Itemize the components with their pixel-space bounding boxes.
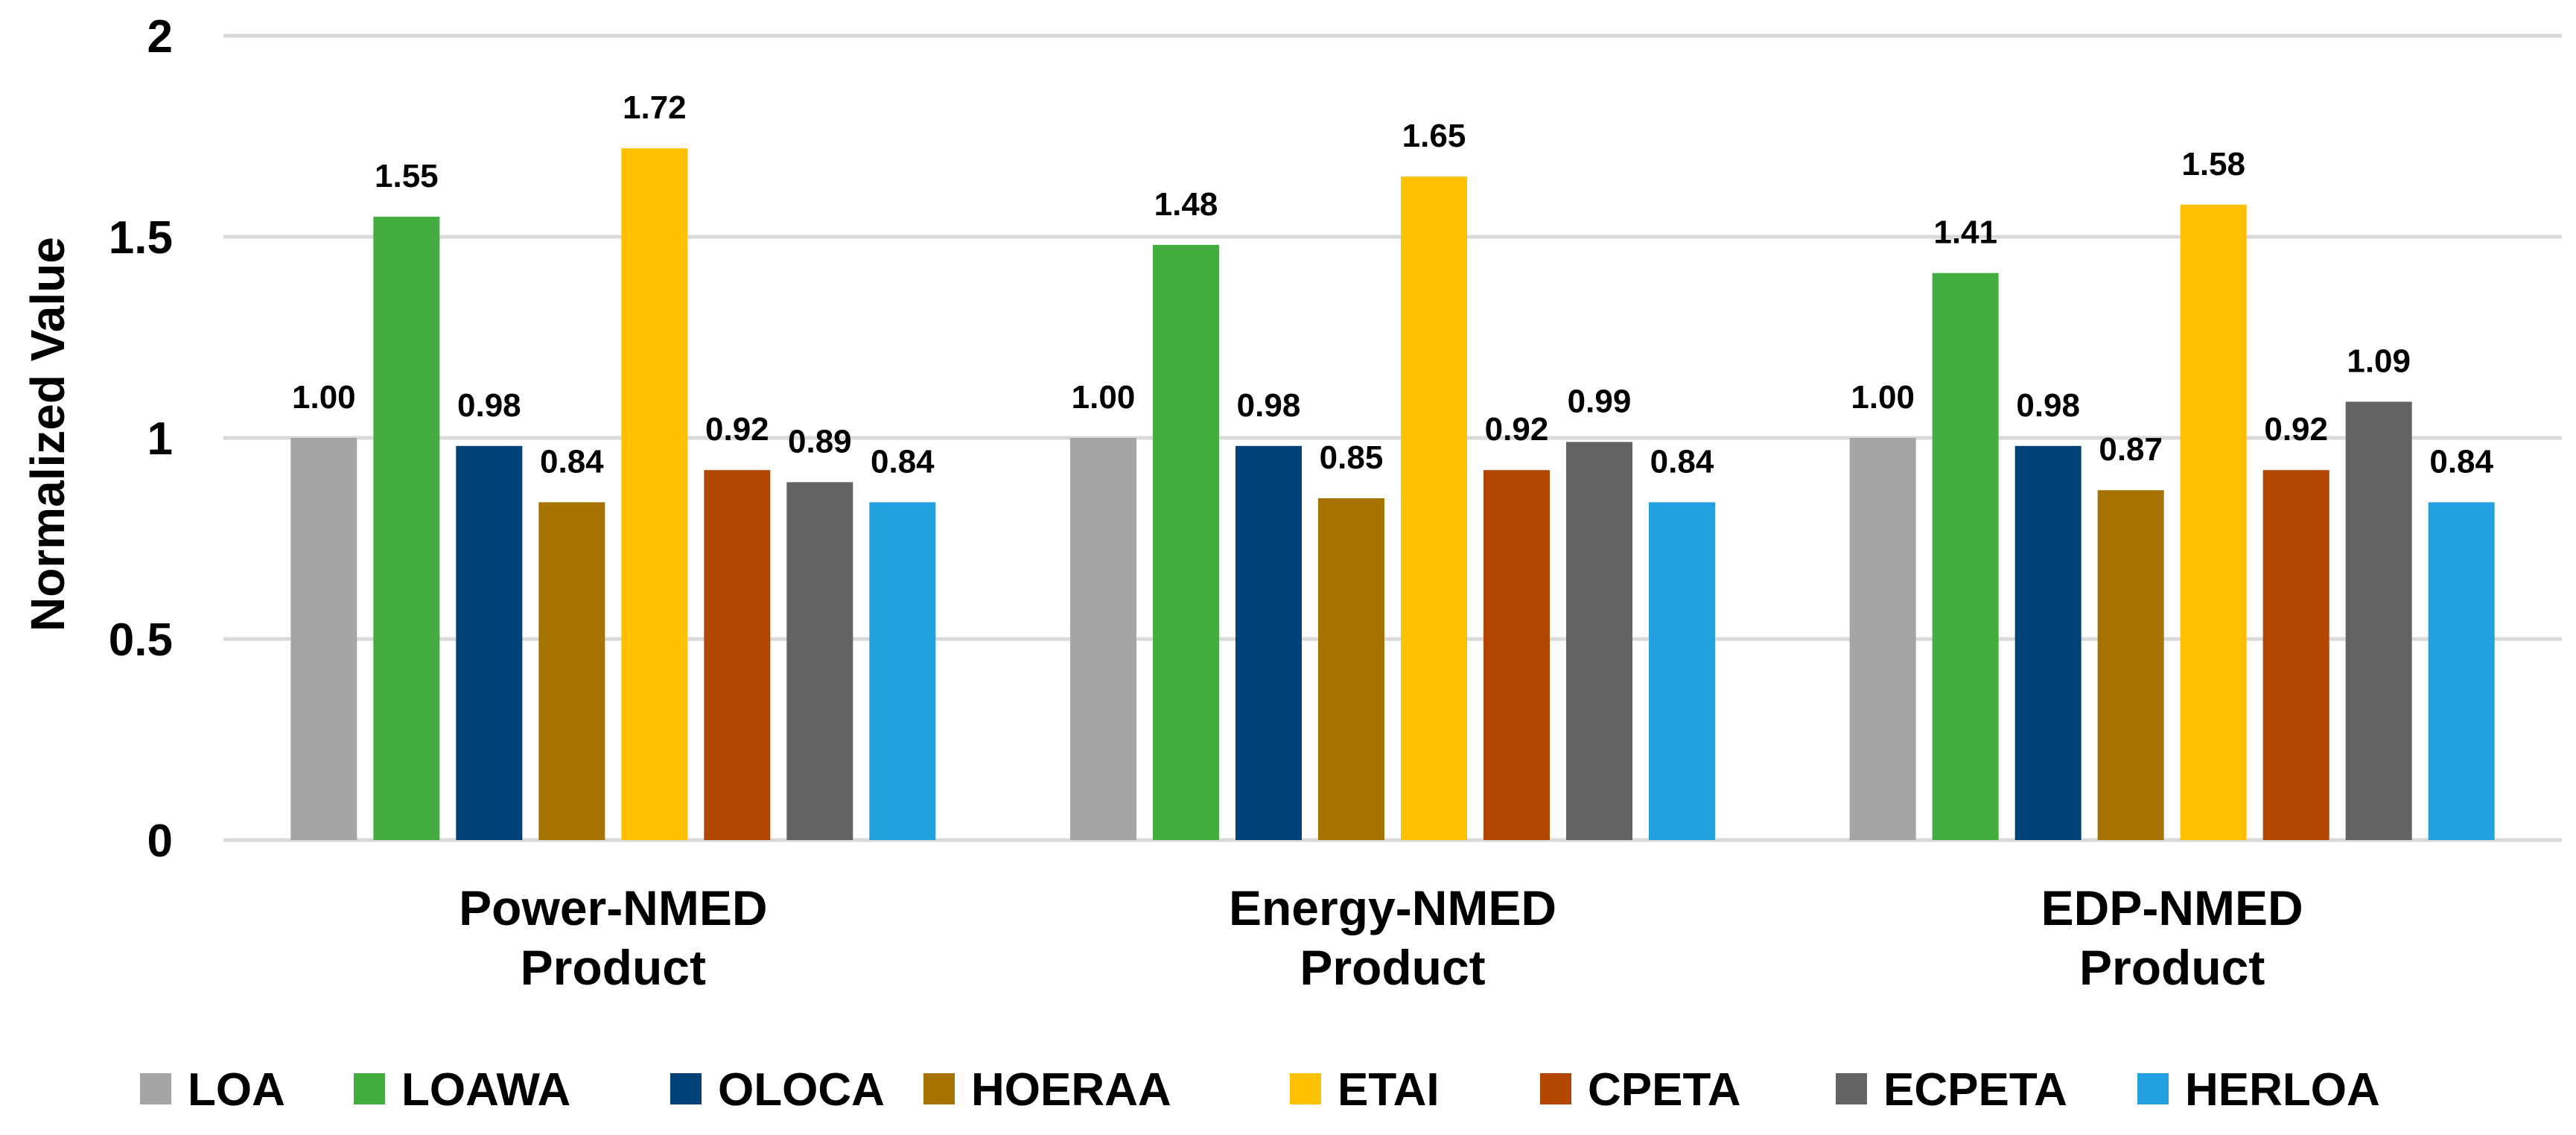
data-label: 1.55	[375, 158, 439, 194]
bar-etai	[621, 148, 688, 840]
bar-loa	[290, 438, 357, 840]
legend-label: OLOCA	[718, 1064, 885, 1116]
data-labels: 1.00 1.55 0.98 0.84 1.72 0.92 0.89 0.84 1.00 1.48…	[292, 89, 2493, 480]
data-label: 1.00	[292, 379, 356, 416]
x-axis-categories: Power-NMEDProductEnergy-NMEDProductEDP-N…	[459, 880, 2303, 995]
data-label: 0.89	[788, 423, 852, 460]
legend-swatch	[140, 1073, 171, 1104]
legend-item-loa: LOA	[140, 1064, 285, 1116]
data-label: 0.84	[2429, 443, 2493, 480]
data-label: 0.92	[2264, 411, 2328, 448]
y-tick-label: 0.5	[109, 614, 173, 666]
bar-loa	[1070, 438, 1136, 840]
bar-ecpeta	[2345, 401, 2412, 840]
bar-oloca	[1235, 445, 1302, 840]
bar-cpeta	[2262, 470, 2329, 840]
bar-hoeraa	[2097, 490, 2164, 840]
legend-item-oloca: OLOCA	[670, 1064, 885, 1116]
legend-swatch	[354, 1073, 385, 1104]
y-tick-label: 1	[147, 413, 173, 465]
y-tick-label: 0	[147, 816, 173, 867]
legend-label: ECPETA	[1883, 1064, 2067, 1116]
gridlines	[223, 34, 2562, 842]
data-label: 1.09	[2347, 343, 2411, 379]
legend-label: ETAI	[1338, 1064, 1440, 1116]
bar-oloca	[456, 445, 523, 840]
bar-ecpeta	[786, 482, 853, 840]
bars	[290, 148, 2495, 841]
data-label: 1.00	[1851, 379, 1915, 416]
y-axis-ticks: 0 0.5 1 1.5 2	[109, 11, 173, 867]
bar-herloa	[1649, 502, 1715, 840]
bar-etai	[2180, 204, 2247, 840]
data-label: 0.98	[1237, 387, 1301, 424]
data-label: 1.00	[1072, 379, 1136, 416]
legend-item-herloa: HERLOA	[2137, 1064, 2380, 1116]
bar-hoeraa	[538, 502, 605, 840]
category-label: Product	[2079, 940, 2265, 995]
bar-herloa	[2428, 502, 2495, 840]
data-label: 0.87	[2099, 431, 2163, 468]
legend-swatch	[1836, 1073, 1867, 1104]
data-label: 0.99	[1568, 383, 1632, 419]
y-axis-label: Normalized Value	[21, 237, 74, 632]
legend-item-etai: ETAI	[1290, 1064, 1440, 1116]
data-label: 1.48	[1154, 186, 1218, 223]
legend-swatch	[2137, 1073, 2169, 1104]
data-label: 1.41	[1933, 214, 1997, 251]
legend-item-loawa: LOAWA	[354, 1064, 570, 1116]
bar-cpeta	[704, 470, 771, 840]
y-tick-label: 1.5	[109, 212, 173, 264]
bar-loawa	[373, 217, 440, 840]
data-label: 0.92	[1485, 411, 1549, 448]
data-label: 0.98	[457, 387, 521, 424]
legend-label: HERLOA	[2185, 1064, 2380, 1116]
bar-ecpeta	[1566, 442, 1632, 840]
data-label: 0.92	[705, 411, 769, 448]
bar-cpeta	[1483, 470, 1550, 840]
data-label: 1.65	[1402, 118, 1466, 154]
data-label: 1.72	[623, 89, 687, 126]
legend-item-cpeta: CPETA	[1540, 1064, 1741, 1116]
category-label: Energy-NMED	[1229, 880, 1556, 935]
legend-swatch	[1290, 1073, 1321, 1104]
bar-hoeraa	[1318, 498, 1384, 840]
data-label: 0.84	[1650, 443, 1714, 480]
legend-label: HOERAA	[971, 1064, 1171, 1116]
bar-loa	[1849, 438, 1916, 840]
bar-etai	[1401, 177, 1467, 840]
data-label: 1.58	[2181, 146, 2245, 182]
y-tick-label: 2	[147, 11, 173, 63]
data-label: 0.85	[1320, 439, 1384, 476]
category-label: EDP-NMED	[2041, 880, 2303, 935]
data-label: 0.84	[871, 443, 935, 480]
bar-herloa	[869, 502, 936, 840]
bar-oloca	[2014, 445, 2082, 840]
legend: LOA LOAWA OLOCA HOERAA ETAI CPETA ECPETA HERLOA	[140, 1064, 2380, 1116]
legend-swatch	[1540, 1073, 1571, 1104]
legend-label: CPETA	[1588, 1064, 1741, 1116]
category-label: Product	[1300, 940, 1485, 995]
legend-item-ecpeta: ECPETA	[1836, 1064, 2067, 1116]
bar-loawa	[1932, 273, 1999, 841]
category-label: Product	[521, 940, 706, 995]
legend-label: LOAWA	[401, 1064, 570, 1116]
data-label: 0.98	[2016, 387, 2080, 424]
category-label: Power-NMED	[459, 880, 767, 935]
legend-label: LOA	[188, 1064, 285, 1116]
bar-loawa	[1153, 244, 1219, 840]
legend-swatch	[670, 1073, 702, 1104]
legend-item-hoeraa: HOERAA	[923, 1064, 1171, 1116]
data-label: 0.84	[540, 443, 604, 480]
legend-swatch	[923, 1073, 955, 1104]
